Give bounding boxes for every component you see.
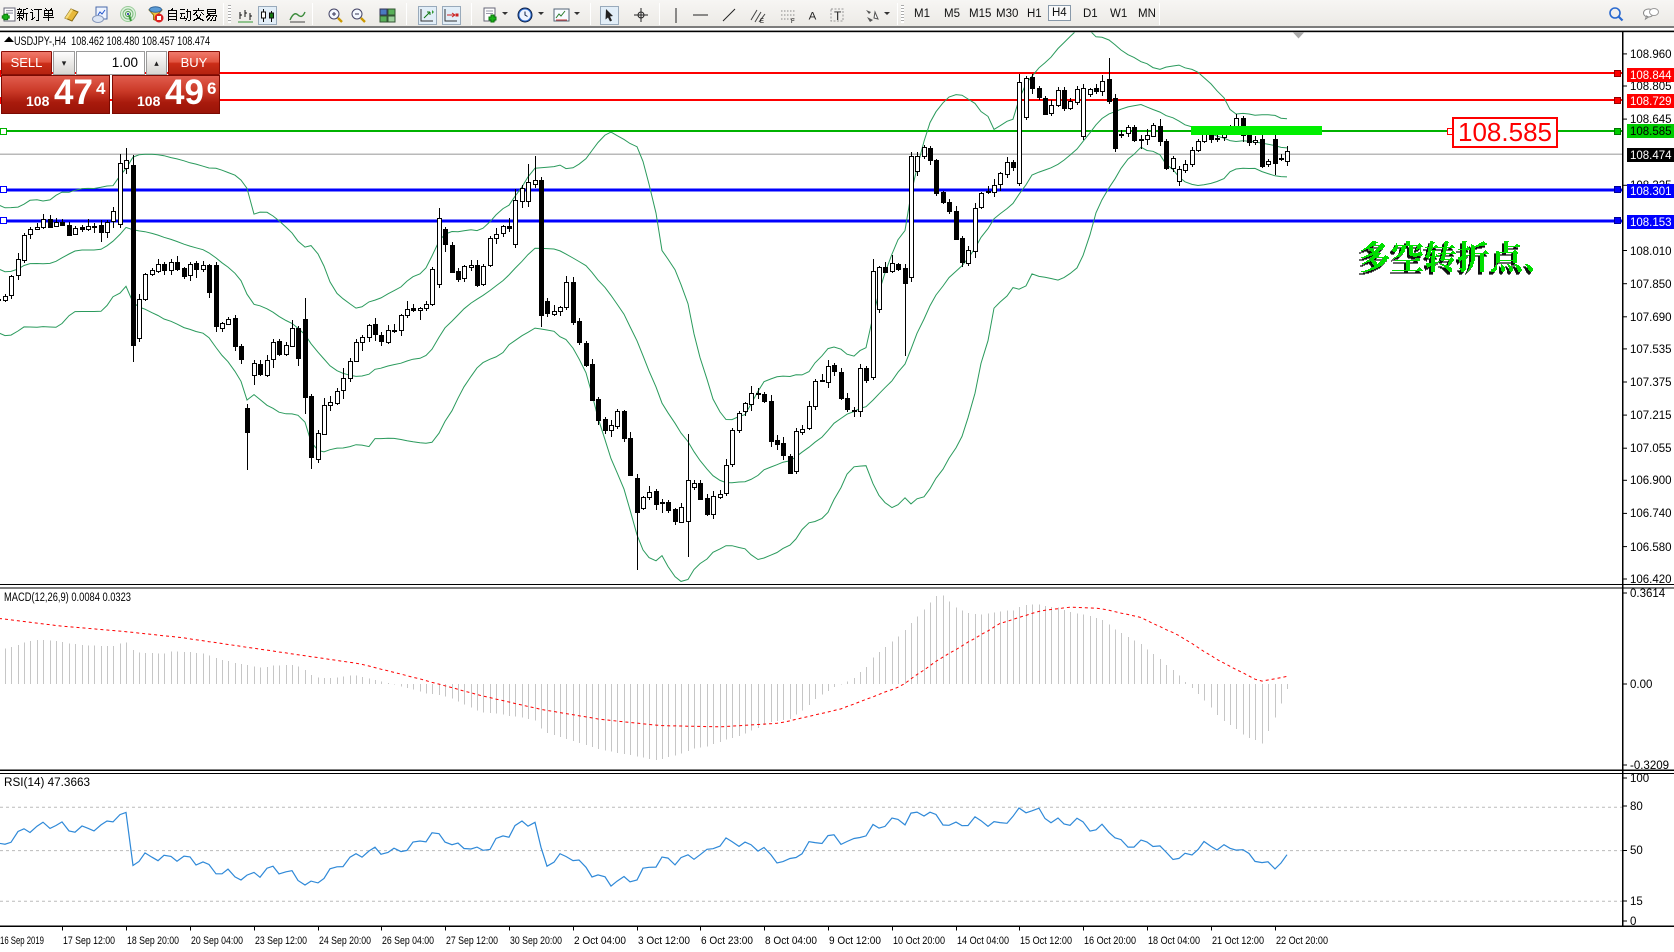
svg-text:-0.3209: -0.3209 bbox=[1630, 760, 1669, 772]
svg-text:106.740: 106.740 bbox=[1630, 508, 1672, 520]
svg-text:108.960: 108.960 bbox=[1630, 49, 1672, 61]
svg-text:106.580: 106.580 bbox=[1630, 542, 1672, 554]
svg-text:108.153: 108.153 bbox=[1630, 217, 1672, 229]
svg-text:106.900: 106.900 bbox=[1630, 475, 1672, 487]
svg-text:108.844: 108.844 bbox=[1630, 70, 1672, 82]
svg-text:107.215: 107.215 bbox=[1630, 410, 1672, 422]
svg-text:21 Oct 12:00: 21 Oct 12:00 bbox=[1212, 935, 1264, 947]
svg-text:108.585: 108.585 bbox=[1630, 126, 1672, 138]
svg-text:0: 0 bbox=[1630, 916, 1636, 928]
svg-text:108.729: 108.729 bbox=[1630, 96, 1672, 108]
svg-text:27 Sep 12:00: 27 Sep 12:00 bbox=[446, 935, 498, 947]
svg-text:20 Sep 04:00: 20 Sep 04:00 bbox=[191, 935, 243, 947]
svg-text:MACD(12,26,9) 0.0084 0.0323: MACD(12,26,9) 0.0084 0.0323 bbox=[4, 592, 131, 604]
svg-text:18 Sep 20:00: 18 Sep 20:00 bbox=[127, 935, 179, 947]
svg-text:15 Oct 12:00: 15 Oct 12:00 bbox=[1020, 935, 1072, 947]
svg-text:14 Oct 04:00: 14 Oct 04:00 bbox=[957, 935, 1009, 947]
svg-text:50: 50 bbox=[1630, 845, 1643, 857]
svg-text:23 Sep 12:00: 23 Sep 12:00 bbox=[255, 935, 307, 947]
svg-text:107.535: 107.535 bbox=[1630, 344, 1672, 356]
svg-text:F: F bbox=[791, 19, 795, 24]
svg-text:22 Oct 20:00: 22 Oct 20:00 bbox=[1276, 935, 1328, 947]
svg-text:USDJPY-,H4 108.462 108.480 10: USDJPY-,H4 108.462 108.480 108.457 108.4… bbox=[14, 36, 210, 48]
svg-text:0.3614: 0.3614 bbox=[1630, 588, 1666, 600]
svg-text:107.055: 107.055 bbox=[1630, 443, 1672, 455]
svg-text:0.00: 0.00 bbox=[1630, 679, 1652, 691]
svg-text:108.010: 108.010 bbox=[1630, 246, 1672, 258]
svg-text:108.585: 108.585 bbox=[1458, 117, 1552, 147]
svg-text:108.805: 108.805 bbox=[1630, 81, 1672, 93]
svg-text:3 Oct 12:00: 3 Oct 12:00 bbox=[638, 935, 690, 947]
svg-text:17 Sep 12:00: 17 Sep 12:00 bbox=[63, 935, 115, 947]
svg-text:9 Oct 12:00: 9 Oct 12:00 bbox=[829, 935, 881, 947]
svg-text:80: 80 bbox=[1630, 801, 1643, 813]
svg-text:18 Oct 04:00: 18 Oct 04:00 bbox=[1148, 935, 1200, 947]
svg-text:15: 15 bbox=[1630, 896, 1643, 908]
svg-text:8 Oct 04:00: 8 Oct 04:00 bbox=[765, 935, 817, 947]
svg-text:100: 100 bbox=[1630, 773, 1649, 785]
svg-text:108.645: 108.645 bbox=[1630, 114, 1672, 126]
svg-text:E: E bbox=[760, 19, 764, 24]
svg-text:T: T bbox=[834, 9, 842, 23]
svg-text:108.301: 108.301 bbox=[1630, 186, 1672, 198]
svg-text:16 Oct 20:00: 16 Oct 20:00 bbox=[1084, 935, 1136, 947]
svg-text:108.474: 108.474 bbox=[1630, 150, 1672, 162]
svg-text:10 Oct 20:00: 10 Oct 20:00 bbox=[893, 935, 945, 947]
svg-text:30 Sep 20:00: 30 Sep 20:00 bbox=[510, 935, 562, 947]
svg-text:106.420: 106.420 bbox=[1630, 574, 1672, 586]
svg-text:16 Sep 2019: 16 Sep 2019 bbox=[0, 935, 44, 947]
svg-text:107.690: 107.690 bbox=[1630, 312, 1672, 324]
svg-text:A: A bbox=[809, 10, 817, 22]
svg-text:107.375: 107.375 bbox=[1630, 377, 1672, 389]
svg-text:24 Sep 20:00: 24 Sep 20:00 bbox=[319, 935, 371, 947]
svg-text:RSI(14) 47.3663: RSI(14) 47.3663 bbox=[4, 777, 90, 789]
svg-text:26 Sep 04:00: 26 Sep 04:00 bbox=[382, 935, 434, 947]
svg-text:2 Oct 04:00: 2 Oct 04:00 bbox=[574, 935, 626, 947]
svg-text:107.850: 107.850 bbox=[1630, 279, 1672, 291]
svg-text:6 Oct 23:00: 6 Oct 23:00 bbox=[701, 935, 753, 947]
